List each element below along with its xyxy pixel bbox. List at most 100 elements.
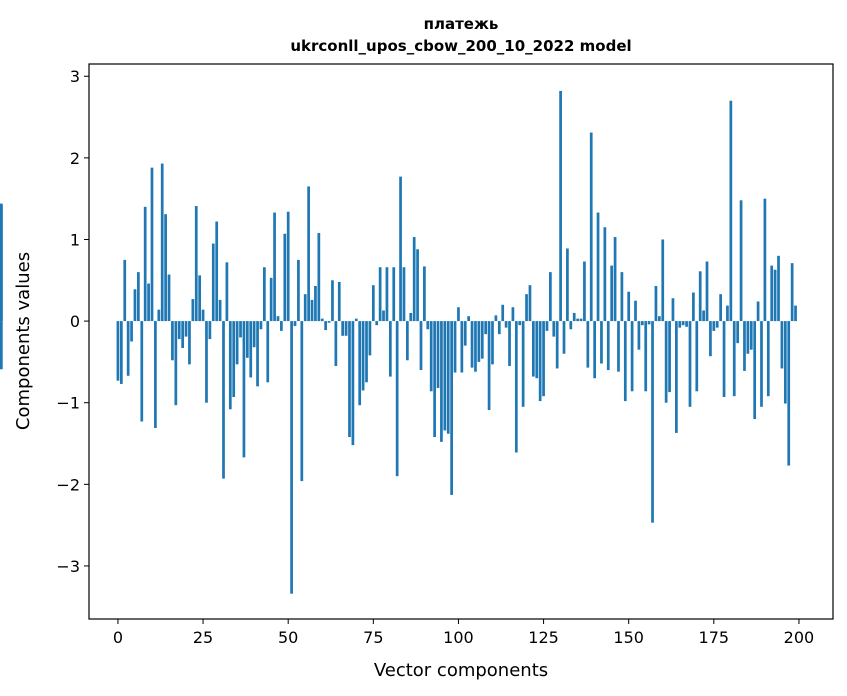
bar — [368, 321, 372, 356]
bar — [480, 321, 484, 359]
bar — [201, 309, 205, 322]
x-tick-label: 175 — [699, 628, 730, 647]
bar — [266, 321, 270, 383]
bar — [511, 307, 515, 322]
bar — [354, 318, 358, 322]
bar — [382, 310, 385, 322]
bar — [123, 259, 127, 322]
x-tick-label: 150 — [613, 628, 644, 647]
bar — [317, 232, 321, 322]
bar — [259, 321, 263, 330]
bar — [348, 321, 351, 437]
bar — [729, 100, 733, 322]
bar — [450, 321, 453, 495]
bar — [518, 321, 522, 326]
bar — [388, 321, 392, 377]
bar — [698, 271, 702, 322]
bar — [453, 321, 457, 373]
bar — [732, 321, 736, 397]
bar — [637, 321, 641, 350]
bar — [249, 321, 253, 378]
bar — [446, 321, 450, 434]
x-tick-label: 50 — [278, 628, 298, 647]
bar — [722, 321, 726, 397]
bar — [429, 321, 433, 392]
bar — [627, 291, 631, 322]
bar — [375, 321, 379, 326]
x-tick-label: 75 — [363, 628, 383, 647]
bar — [756, 301, 760, 322]
bar — [337, 281, 341, 322]
bar — [545, 321, 549, 331]
y-tick-label: −1 — [56, 394, 80, 413]
bar — [685, 321, 688, 327]
bar — [358, 321, 362, 406]
bar — [474, 321, 477, 372]
bar — [378, 267, 382, 322]
bar — [773, 269, 777, 322]
chart-title: платежь — [424, 15, 499, 33]
bars-group — [0, 90, 797, 594]
bar — [709, 321, 712, 357]
bar — [528, 285, 532, 322]
bar — [273, 212, 276, 322]
bar — [385, 267, 389, 322]
bar — [263, 267, 266, 322]
bar — [596, 212, 600, 322]
bar — [600, 321, 603, 364]
bar — [327, 321, 331, 323]
chart-subtitle: ukrconll_upos_cbow_200_10_2022 model — [290, 37, 631, 55]
x-tick-label: 0 — [113, 628, 123, 647]
bar — [283, 233, 287, 322]
bar — [657, 316, 661, 322]
bar — [140, 321, 144, 422]
bar — [695, 321, 699, 392]
bar — [164, 214, 167, 322]
bar — [303, 294, 307, 322]
bar — [177, 321, 181, 340]
bar — [218, 299, 222, 322]
bar — [525, 294, 528, 322]
bar — [664, 321, 668, 403]
bar — [790, 263, 794, 322]
bar — [276, 316, 280, 322]
y-tick-label: −2 — [56, 475, 80, 494]
bar — [576, 318, 579, 322]
bar — [460, 321, 464, 373]
bar — [766, 321, 770, 397]
bar — [647, 321, 651, 325]
bar — [770, 265, 774, 322]
bar — [501, 304, 505, 322]
bar — [188, 321, 191, 365]
bar — [443, 321, 447, 431]
bar — [137, 272, 140, 322]
bar — [184, 321, 188, 337]
bar — [286, 211, 290, 322]
bar — [681, 321, 685, 326]
bar — [555, 321, 559, 369]
bar — [256, 321, 259, 387]
bar — [228, 321, 232, 410]
bar — [395, 321, 399, 477]
bar — [225, 262, 229, 322]
x-tick-label: 25 — [193, 628, 213, 647]
bar — [470, 321, 474, 368]
bar — [171, 321, 174, 361]
bar — [211, 243, 215, 322]
bar — [566, 248, 569, 322]
bar — [310, 299, 314, 322]
x-axis: 0 25 50 75 100 125 150 175 200 — [113, 619, 814, 647]
bar — [245, 321, 249, 358]
x-tick-label: 200 — [784, 628, 815, 647]
bar — [361, 321, 365, 391]
bar — [324, 321, 328, 331]
bar — [508, 321, 511, 366]
y-tick-label: 1 — [70, 230, 80, 249]
bar — [399, 176, 402, 322]
bar — [521, 321, 525, 407]
bar — [467, 316, 471, 322]
bar — [235, 321, 239, 365]
bar — [630, 321, 634, 392]
bar — [559, 90, 562, 322]
